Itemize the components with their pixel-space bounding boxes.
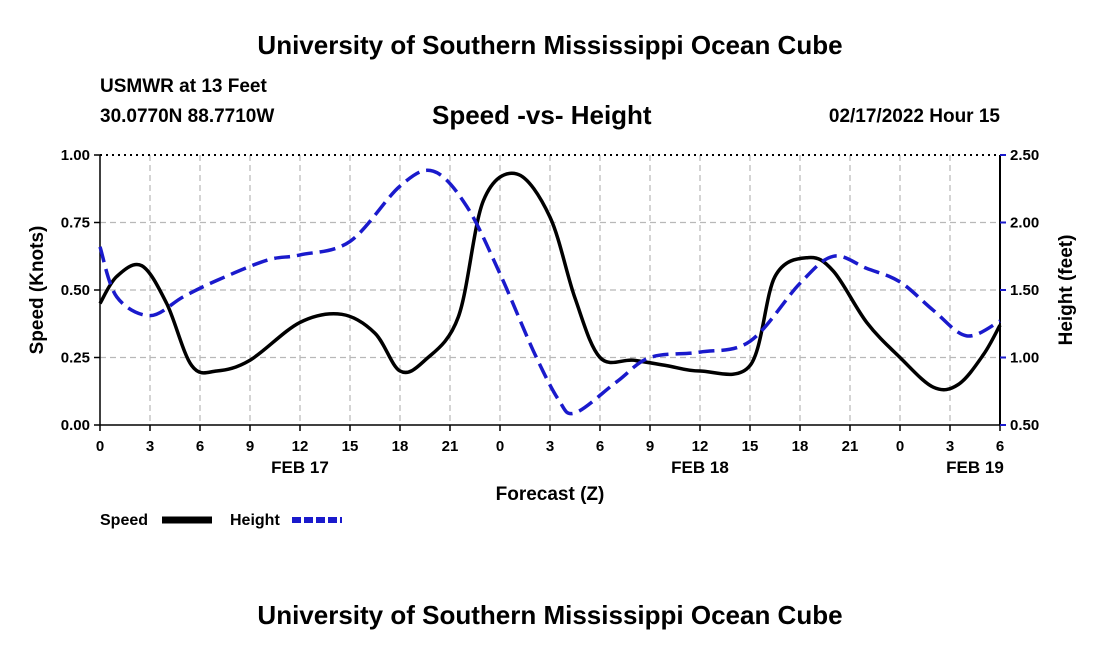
x-tick-label: 6 xyxy=(196,438,204,455)
series-line-height xyxy=(98,168,1001,416)
y-tick-label-left: 0.25 xyxy=(61,350,90,367)
x-tick-label: 18 xyxy=(392,438,409,455)
y-axis-title-left: Speed (Knots) xyxy=(27,226,48,355)
y-tick-label-right: 0.50 xyxy=(1010,417,1039,434)
x-axis-title: Forecast (Z) xyxy=(496,484,605,505)
x-tick-label: 0 xyxy=(896,438,904,455)
series-line-speed xyxy=(98,171,1002,392)
y-tick-label-left: 1.00 xyxy=(61,147,90,164)
y-tick-label-right: 2.50 xyxy=(1010,147,1039,164)
chart-title: Speed -vs- Height xyxy=(432,100,652,130)
station-coordinates: 30.0770N 88.7710W xyxy=(100,106,275,127)
y-tick-label-left: 0.75 xyxy=(61,215,90,232)
y-axis-title-right: Height (feet) xyxy=(1056,235,1077,346)
x-tick-label: 21 xyxy=(842,438,859,455)
x-tick-label: 0 xyxy=(496,438,504,455)
y-tick-label-right: 1.50 xyxy=(1010,282,1039,299)
station-label: USMWR at 13 Feet xyxy=(100,76,267,97)
x-tick-label: 6 xyxy=(596,438,604,455)
forecast-datetime: 02/17/2022 Hour 15 xyxy=(828,106,1000,127)
speed-height-chart: 0 3 6 9 12 15 18 21 0 3 6 9 12 15 18 21 0 3 6 0.00 0.25 0.50 0… xyxy=(27,147,1077,529)
x-tick-label: 0 xyxy=(96,438,104,455)
legend-label-speed: Speed xyxy=(100,512,148,529)
day-label: FEB 18 xyxy=(671,458,729,477)
x-tick-label: 12 xyxy=(292,438,309,455)
y-tick-label-left: 0.00 xyxy=(61,417,90,434)
x-tick-label: 12 xyxy=(692,438,709,455)
page-title: University of Southern Mississippi Ocean… xyxy=(257,30,843,60)
legend-label-height: Height xyxy=(230,512,280,529)
x-tick-label: 3 xyxy=(146,438,154,455)
y-tick-label-right: 2.00 xyxy=(1010,215,1039,232)
x-tick-label: 15 xyxy=(742,438,759,455)
x-tick-label: 9 xyxy=(646,438,654,455)
x-tick-label: 3 xyxy=(946,438,954,455)
y-tick-label-left: 0.50 xyxy=(61,282,90,299)
footer-title: University of Southern Mississippi Ocean… xyxy=(257,600,843,630)
x-tick-label: 3 xyxy=(546,438,554,455)
day-label: FEB 19 xyxy=(946,458,1004,477)
x-tick-label: 15 xyxy=(342,438,359,455)
y-tick-label-right: 1.00 xyxy=(1010,350,1039,367)
x-tick-label: 9 xyxy=(246,438,254,455)
x-tick-label: 21 xyxy=(442,438,459,455)
day-label: FEB 17 xyxy=(271,458,329,477)
x-tick-label: 18 xyxy=(792,438,809,455)
x-tick-label: 6 xyxy=(996,438,1004,455)
